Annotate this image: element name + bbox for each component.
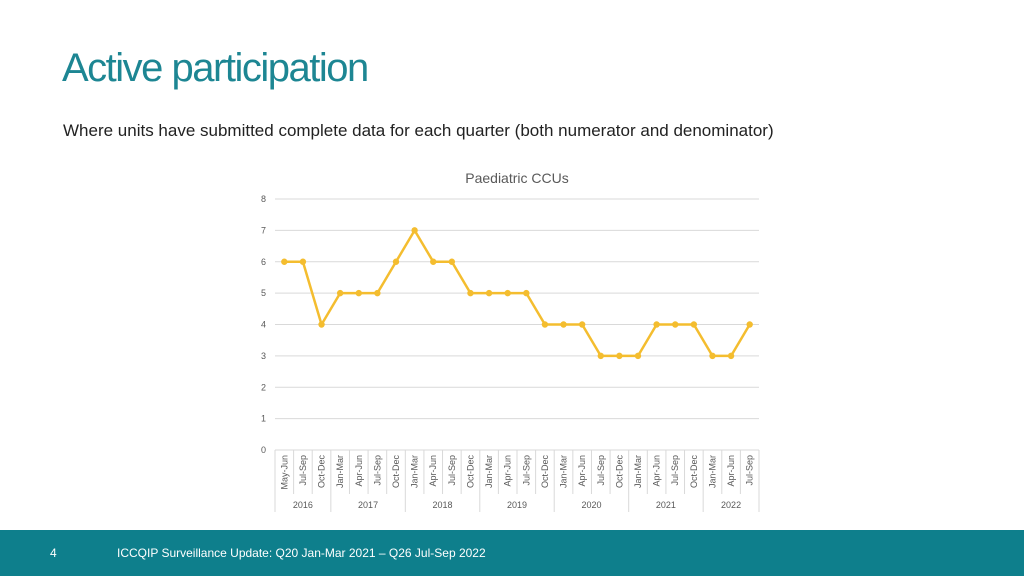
- x-tick-label: Jul-Sep: [447, 455, 457, 486]
- data-point: [299, 258, 307, 265]
- data-point: [448, 258, 456, 265]
- year-group-label: 2022: [721, 500, 741, 510]
- x-tick-label: May-Jun: [279, 455, 289, 490]
- x-tick-label: Jan-Mar: [410, 455, 420, 488]
- x-tick-label: Apr-Jun: [428, 455, 438, 487]
- x-tick-label: Oct-Dec: [689, 455, 699, 489]
- data-point: [374, 289, 381, 297]
- y-tick-label: 4: [261, 320, 266, 330]
- x-tick-label: Jul-Sep: [670, 455, 680, 486]
- x-tick-label: Oct-Dec: [317, 455, 327, 489]
- data-point: [709, 352, 716, 360]
- x-tick-label: Jul-Sep: [298, 455, 308, 486]
- x-tick-label: Apr-Jun: [577, 455, 587, 487]
- year-group-label: 2016: [293, 500, 313, 510]
- x-tick-label: Jul-Sep: [521, 455, 531, 486]
- data-point: [281, 258, 288, 265]
- y-tick-label: 0: [261, 445, 266, 455]
- x-tick-label: Apr-Jun: [652, 455, 662, 487]
- page-subtitle: Where units have submitted complete data…: [63, 121, 774, 140]
- page-number: 4: [50, 546, 57, 560]
- x-tick-label: Jan-Mar: [484, 455, 494, 488]
- footer-bar: 4 ICCQIP Surveillance Update: Q20 Jan-Ma…: [0, 530, 1024, 576]
- data-point: [578, 321, 586, 328]
- data-point: [690, 321, 698, 328]
- data-point: [467, 289, 474, 297]
- year-group-label: 2021: [656, 500, 676, 510]
- y-tick-label: 1: [261, 414, 266, 424]
- y-tick-label: 7: [261, 225, 266, 235]
- year-group-label: 2019: [507, 500, 527, 510]
- data-point: [727, 352, 735, 360]
- data-point: [746, 321, 753, 328]
- page-title: Active participation: [62, 46, 369, 90]
- data-point: [597, 352, 604, 360]
- data-point: [634, 352, 642, 360]
- data-point: [504, 289, 511, 297]
- data-point: [541, 321, 549, 328]
- x-tick-label: Oct-Dec: [614, 455, 624, 489]
- x-tick-label: Jul-Sep: [372, 455, 382, 486]
- x-tick-label: Jul-Sep: [596, 455, 606, 486]
- data-point: [560, 321, 567, 328]
- x-tick-label: Jan-Mar: [633, 455, 643, 488]
- data-point: [485, 289, 493, 297]
- y-tick-label: 3: [261, 351, 266, 361]
- x-tick-label: Jan-Mar: [559, 455, 569, 488]
- y-tick-label: 6: [261, 257, 266, 267]
- chart-title: Paediatric CCUs: [465, 170, 568, 186]
- x-tick-label: Oct-Dec: [540, 455, 550, 489]
- year-group-label: 2017: [358, 500, 378, 510]
- year-group-label: 2018: [433, 500, 453, 510]
- y-tick-label: 5: [261, 288, 266, 298]
- footer-text: ICCQIP Surveillance Update: Q20 Jan-Mar …: [117, 546, 486, 560]
- x-tick-label: Oct-Dec: [391, 455, 401, 489]
- year-group-label: 2020: [581, 500, 601, 510]
- data-point: [336, 289, 344, 297]
- data-point: [392, 258, 400, 265]
- data-point: [523, 289, 530, 297]
- data-point: [318, 321, 325, 328]
- x-tick-label: Jul-Sep: [745, 455, 755, 486]
- x-tick-label: Apr-Jun: [354, 455, 364, 487]
- x-tick-label: Jan-Mar: [335, 455, 345, 488]
- data-point: [653, 321, 660, 328]
- x-tick-label: Apr-Jun: [726, 455, 736, 487]
- data-point: [430, 258, 437, 265]
- x-tick-label: Apr-Jun: [503, 455, 513, 487]
- x-tick-label: Oct-Dec: [465, 455, 475, 489]
- data-point: [672, 321, 679, 328]
- y-tick-label: 8: [261, 194, 266, 204]
- x-tick-label: Jan-Mar: [707, 455, 717, 488]
- data-point: [616, 352, 623, 360]
- data-point: [411, 227, 418, 234]
- y-tick-label: 2: [261, 382, 266, 392]
- data-point: [355, 289, 362, 297]
